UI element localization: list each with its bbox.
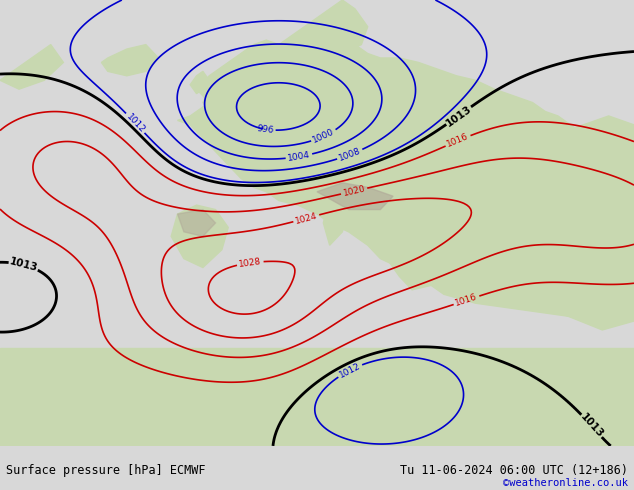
Text: 1008: 1008 bbox=[337, 146, 362, 163]
Polygon shape bbox=[323, 187, 349, 245]
Text: 1012: 1012 bbox=[338, 361, 362, 380]
Polygon shape bbox=[190, 72, 209, 94]
Polygon shape bbox=[203, 62, 247, 112]
Text: 1012: 1012 bbox=[124, 112, 146, 135]
Text: 1016: 1016 bbox=[446, 132, 470, 149]
Text: 1013: 1013 bbox=[444, 103, 474, 128]
Text: 1004: 1004 bbox=[287, 150, 311, 163]
Text: 1020: 1020 bbox=[342, 184, 366, 198]
Text: 996: 996 bbox=[256, 123, 274, 135]
Polygon shape bbox=[171, 205, 228, 268]
Polygon shape bbox=[178, 40, 634, 317]
Text: Tu 11-06-2024 06:00 UTC (12+186): Tu 11-06-2024 06:00 UTC (12+186) bbox=[399, 464, 628, 477]
Polygon shape bbox=[101, 45, 158, 76]
Polygon shape bbox=[178, 210, 216, 236]
Polygon shape bbox=[387, 241, 444, 290]
Text: 1000: 1000 bbox=[311, 127, 336, 145]
Polygon shape bbox=[495, 241, 634, 330]
Polygon shape bbox=[0, 45, 63, 89]
Text: Surface pressure [hPa] ECMWF: Surface pressure [hPa] ECMWF bbox=[6, 464, 206, 477]
Polygon shape bbox=[0, 348, 634, 446]
Polygon shape bbox=[266, 0, 368, 62]
Text: 1013: 1013 bbox=[8, 256, 39, 273]
Polygon shape bbox=[317, 183, 393, 210]
Text: 1013: 1013 bbox=[578, 412, 605, 440]
Text: 1028: 1028 bbox=[238, 257, 262, 269]
Text: ©weatheronline.co.uk: ©weatheronline.co.uk bbox=[503, 478, 628, 488]
Polygon shape bbox=[0, 446, 634, 490]
Text: 1024: 1024 bbox=[294, 211, 318, 225]
Text: 1016: 1016 bbox=[454, 293, 479, 308]
Polygon shape bbox=[558, 116, 634, 187]
